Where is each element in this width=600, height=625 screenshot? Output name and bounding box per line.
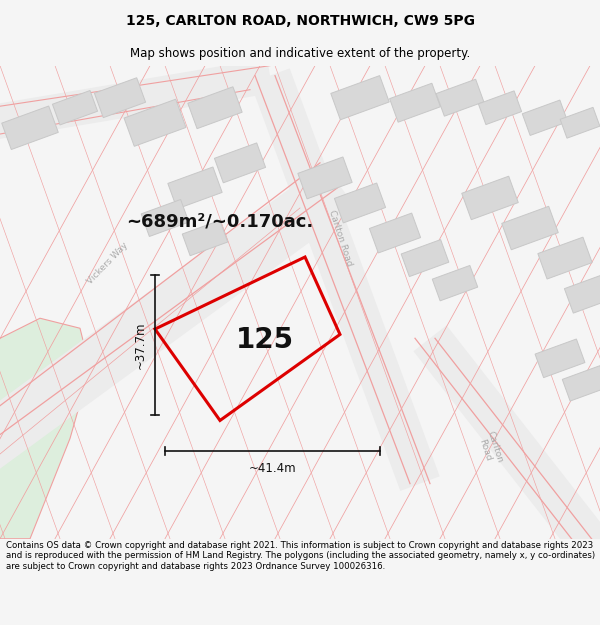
Polygon shape <box>182 221 228 256</box>
Polygon shape <box>94 78 146 118</box>
Polygon shape <box>2 106 58 149</box>
Polygon shape <box>331 76 389 120</box>
Polygon shape <box>141 199 189 236</box>
Text: ~689m²/~0.170ac.: ~689m²/~0.170ac. <box>127 213 314 231</box>
Polygon shape <box>214 143 266 183</box>
Text: Vickers Way: Vickers Way <box>86 241 130 286</box>
Polygon shape <box>462 176 518 220</box>
Polygon shape <box>188 87 242 129</box>
Polygon shape <box>0 58 273 140</box>
Polygon shape <box>168 167 222 209</box>
Polygon shape <box>502 206 558 250</box>
Text: Map shows position and indicative extent of the property.: Map shows position and indicative extent… <box>130 48 470 60</box>
Polygon shape <box>562 366 600 401</box>
Text: ~37.7m: ~37.7m <box>133 321 146 369</box>
Polygon shape <box>401 239 449 277</box>
Polygon shape <box>0 318 90 539</box>
Text: Carlton
Road: Carlton Road <box>476 430 505 468</box>
Text: 125, CARLTON ROAD, NORTHWICH, CW9 5PG: 125, CARLTON ROAD, NORTHWICH, CW9 5PG <box>125 14 475 28</box>
Text: Contains OS data © Crown copyright and database right 2021. This information is : Contains OS data © Crown copyright and d… <box>6 541 595 571</box>
Polygon shape <box>52 91 98 125</box>
Polygon shape <box>535 339 585 377</box>
Polygon shape <box>560 107 600 138</box>
Polygon shape <box>413 325 600 582</box>
Polygon shape <box>436 79 484 116</box>
Polygon shape <box>250 68 440 491</box>
Polygon shape <box>538 237 592 279</box>
Polygon shape <box>522 100 568 136</box>
Polygon shape <box>334 183 386 223</box>
Text: Carlton Road: Carlton Road <box>326 209 353 268</box>
Polygon shape <box>298 157 352 199</box>
Polygon shape <box>432 266 478 301</box>
Polygon shape <box>0 164 356 479</box>
Polygon shape <box>370 213 421 253</box>
Polygon shape <box>389 83 440 122</box>
Text: ~41.4m: ~41.4m <box>248 462 296 475</box>
Polygon shape <box>124 99 186 146</box>
Polygon shape <box>478 91 521 124</box>
Polygon shape <box>565 273 600 313</box>
Text: 125: 125 <box>236 326 294 354</box>
